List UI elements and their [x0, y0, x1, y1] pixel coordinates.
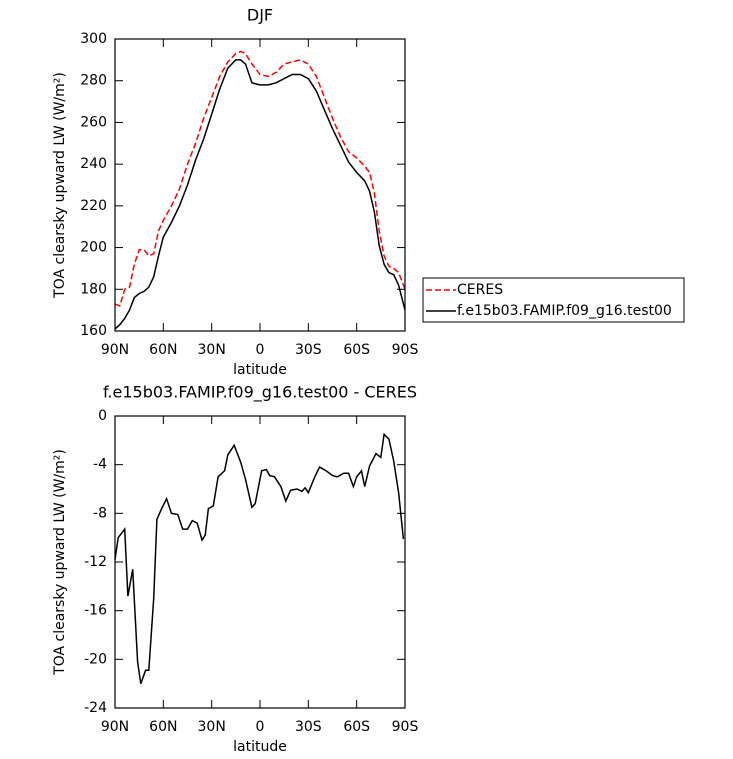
x-tick-label: 90S — [392, 719, 419, 735]
x-tick-label: 0 — [256, 342, 265, 358]
x-axis-label: latitude — [233, 739, 287, 755]
y-tick-label: 260 — [80, 114, 107, 130]
y-tick-label: 300 — [80, 31, 107, 47]
x-tick-label: 90N — [101, 342, 129, 358]
x-tick-label: 90N — [101, 719, 129, 735]
plot-frame — [114, 415, 406, 709]
x-tick-label: 30S — [295, 719, 322, 735]
legend-box — [422, 277, 685, 323]
x-tick-label: 0 — [256, 719, 265, 735]
x-tick-label: 30N — [198, 719, 226, 735]
y-tick-label: 0 — [98, 408, 107, 424]
x-tick-label: 60N — [149, 719, 177, 735]
x-tick-label: 60N — [149, 342, 177, 358]
legend-label: f.e15b03.FAMIP.f09_g16.test00 — [457, 303, 672, 319]
y-tick-label: 240 — [80, 156, 107, 172]
chart-title: DJF — [247, 6, 273, 25]
x-tick-label: 30S — [295, 342, 322, 358]
data-line — [114, 59, 406, 330]
y-tick-label: 180 — [80, 281, 107, 297]
x-tick-label: 30N — [198, 342, 226, 358]
y-tick-label: 200 — [80, 240, 107, 256]
y-tick-label: -24 — [84, 700, 107, 716]
y-tick-label: 220 — [80, 198, 107, 214]
x-tick-label: 60S — [343, 342, 370, 358]
x-tick-label: 60S — [343, 719, 370, 735]
y-tick-label: -12 — [84, 554, 107, 570]
data-line — [114, 50, 406, 308]
y-tick-label: -16 — [84, 603, 107, 619]
y-axis-label: TOA clearsky upward LW (W/m²) — [52, 449, 68, 676]
y-tick-label: -20 — [84, 651, 107, 667]
plot-frame — [114, 38, 406, 332]
data-line — [114, 432, 405, 684]
chart-title: f.e15b03.FAMIP.f09_g16.test00 - CERES — [103, 383, 417, 403]
y-tick-label: -8 — [93, 505, 107, 521]
y-tick-label: -4 — [93, 457, 107, 473]
x-axis-label: latitude — [233, 362, 287, 378]
x-tick-label: 90S — [392, 342, 419, 358]
y-tick-label: 160 — [80, 323, 107, 339]
y-tick-label: 280 — [80, 73, 107, 89]
y-axis-label: TOA clearsky upward LW (W/m²) — [52, 72, 68, 299]
legend-label: CERES — [457, 282, 503, 298]
